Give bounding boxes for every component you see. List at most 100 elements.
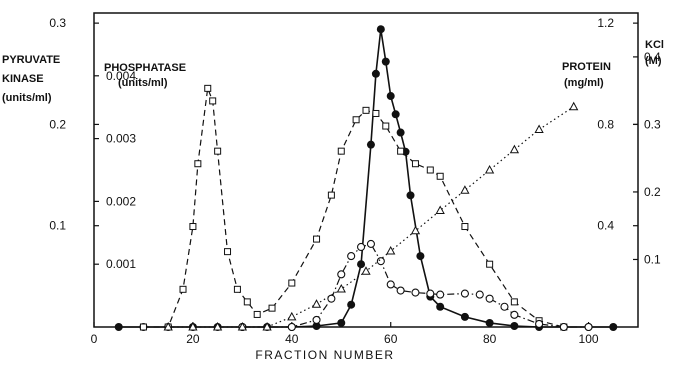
pyruvate-kinase-label-line3: (units/ml) <box>2 92 52 104</box>
data-point-open-triangle <box>237 321 248 331</box>
data-point-filled-circle <box>357 260 366 269</box>
series-filled-circle <box>114 25 618 331</box>
data-point-filled-circle <box>391 110 400 119</box>
kcl-tick-label: 0.4 <box>644 50 661 64</box>
data-point-filled-circle <box>312 321 321 330</box>
series-line <box>143 86 564 328</box>
data-point-open-triangle <box>410 225 421 235</box>
series-open-triangle <box>163 101 579 331</box>
pyruvate-kinase-tick-label: 0.3 <box>49 16 66 30</box>
data-point-open-circle <box>500 302 509 311</box>
protein-label-line1: PROTEIN <box>562 61 611 73</box>
phosphatase-tick-label: 0.004 <box>106 69 136 83</box>
x-tick-label: 100 <box>579 332 599 346</box>
x-tick-label: 0 <box>91 332 98 346</box>
data-point-open-circle <box>287 322 296 332</box>
data-point-open-square <box>189 223 197 231</box>
data-point-open-square <box>139 323 147 331</box>
data-point-open-circle <box>386 280 395 289</box>
data-point-filled-circle <box>337 318 346 327</box>
x-tick-label: 20 <box>186 332 200 346</box>
data-point-open-square <box>337 147 345 155</box>
data-point-filled-circle <box>396 128 405 137</box>
data-point-open-circle <box>510 310 519 319</box>
kcl-label-line1: KCl <box>645 39 664 51</box>
data-point-filled-circle <box>609 323 618 331</box>
pyruvate-kinase-tick-label: 0.2 <box>49 117 66 131</box>
data-point-open-circle <box>312 315 321 324</box>
data-point-open-circle <box>396 286 405 295</box>
phosphatase-label-line1: PHOSPHATASE <box>104 62 186 74</box>
data-point-open-circle <box>327 294 336 303</box>
data-point-filled-circle <box>485 318 494 327</box>
data-point-open-square <box>204 84 212 92</box>
data-point-filled-circle <box>366 140 375 149</box>
data-point-open-circle <box>485 294 494 303</box>
axis-ticks: 0 20 40 60 80 100 0.1 0.2 0.3 0.001 0.002 0.003 0.00… <box>49 16 661 346</box>
data-point-open-square <box>209 97 217 105</box>
data-point-open-circle <box>475 290 484 299</box>
data-point-open-square <box>194 160 202 168</box>
protein-label-line2: (mg/ml) <box>564 77 604 89</box>
data-point-open-circle <box>559 322 568 332</box>
pyruvate-kinase-tick-label: 0.1 <box>49 219 66 233</box>
plot-frame <box>93 12 639 328</box>
data-point-open-circle <box>584 322 593 332</box>
data-point-filled-circle <box>371 69 380 78</box>
data-point-open-square <box>436 172 444 180</box>
data-point-open-triangle <box>484 164 495 174</box>
data-point-filled-circle <box>381 57 390 66</box>
data-point-open-square <box>362 106 370 114</box>
data-point-open-triangle <box>336 283 346 293</box>
protein-tick-label: 1.2 <box>597 16 614 30</box>
phosphatase-tick-label: 0.002 <box>106 194 136 208</box>
data-point-open-circle <box>347 252 356 261</box>
kcl-label-line2: (M) <box>645 55 662 67</box>
data-point-open-square <box>486 260 494 268</box>
data-point-open-triangle <box>361 266 371 275</box>
data-point-open-circle <box>411 288 420 297</box>
data-point-open-square <box>224 248 232 256</box>
axes-box <box>93 12 639 328</box>
data-point-open-square <box>268 304 276 312</box>
x-axis-title: FRACTION NUMBER <box>255 348 394 362</box>
phosphatase-tick-label: 0.001 <box>106 257 136 271</box>
data-point-filled-circle <box>386 92 395 101</box>
data-point-open-triangle <box>435 205 445 214</box>
data-point-open-triangle <box>460 185 470 194</box>
data-point-open-triangle <box>569 101 579 111</box>
series-open-square <box>139 84 568 331</box>
data-point-open-circle <box>535 319 544 329</box>
data-point-open-triangle <box>163 321 173 331</box>
data-point-open-triangle <box>188 321 198 331</box>
data-point-filled-circle <box>114 323 123 331</box>
data-point-open-square <box>397 147 405 155</box>
data-point-open-square <box>411 160 419 168</box>
data-point-open-square <box>327 191 335 199</box>
data-point-open-square <box>382 122 390 130</box>
data-point-open-square <box>253 310 261 318</box>
left-axis-labels: PYRUVATE KINASE (units/ml) PHOSPHATASE (… <box>2 54 186 104</box>
data-point-filled-circle <box>510 321 519 330</box>
data-point-open-square <box>179 285 187 293</box>
data-point-filled-circle <box>376 25 385 34</box>
data-point-open-circle <box>436 290 445 299</box>
data-point-open-triangle <box>212 321 223 331</box>
series-line <box>242 243 589 328</box>
protein-tick-label: 0.8 <box>597 117 614 131</box>
data-point-open-circle <box>357 242 366 252</box>
data-point-open-square <box>352 116 360 124</box>
data-point-open-square <box>288 279 296 287</box>
data-point-filled-circle <box>347 300 356 309</box>
x-tick-label: 80 <box>483 332 497 346</box>
data-point-open-triangle <box>287 311 297 321</box>
data-point-open-circle <box>460 289 469 298</box>
data-point-open-square <box>313 235 321 243</box>
series-line <box>118 29 614 328</box>
data-point-open-circle <box>426 289 435 298</box>
data-point-open-square <box>372 109 380 117</box>
data-series <box>114 25 618 332</box>
data-point-open-square <box>233 285 241 293</box>
data-point-open-square <box>426 166 434 174</box>
